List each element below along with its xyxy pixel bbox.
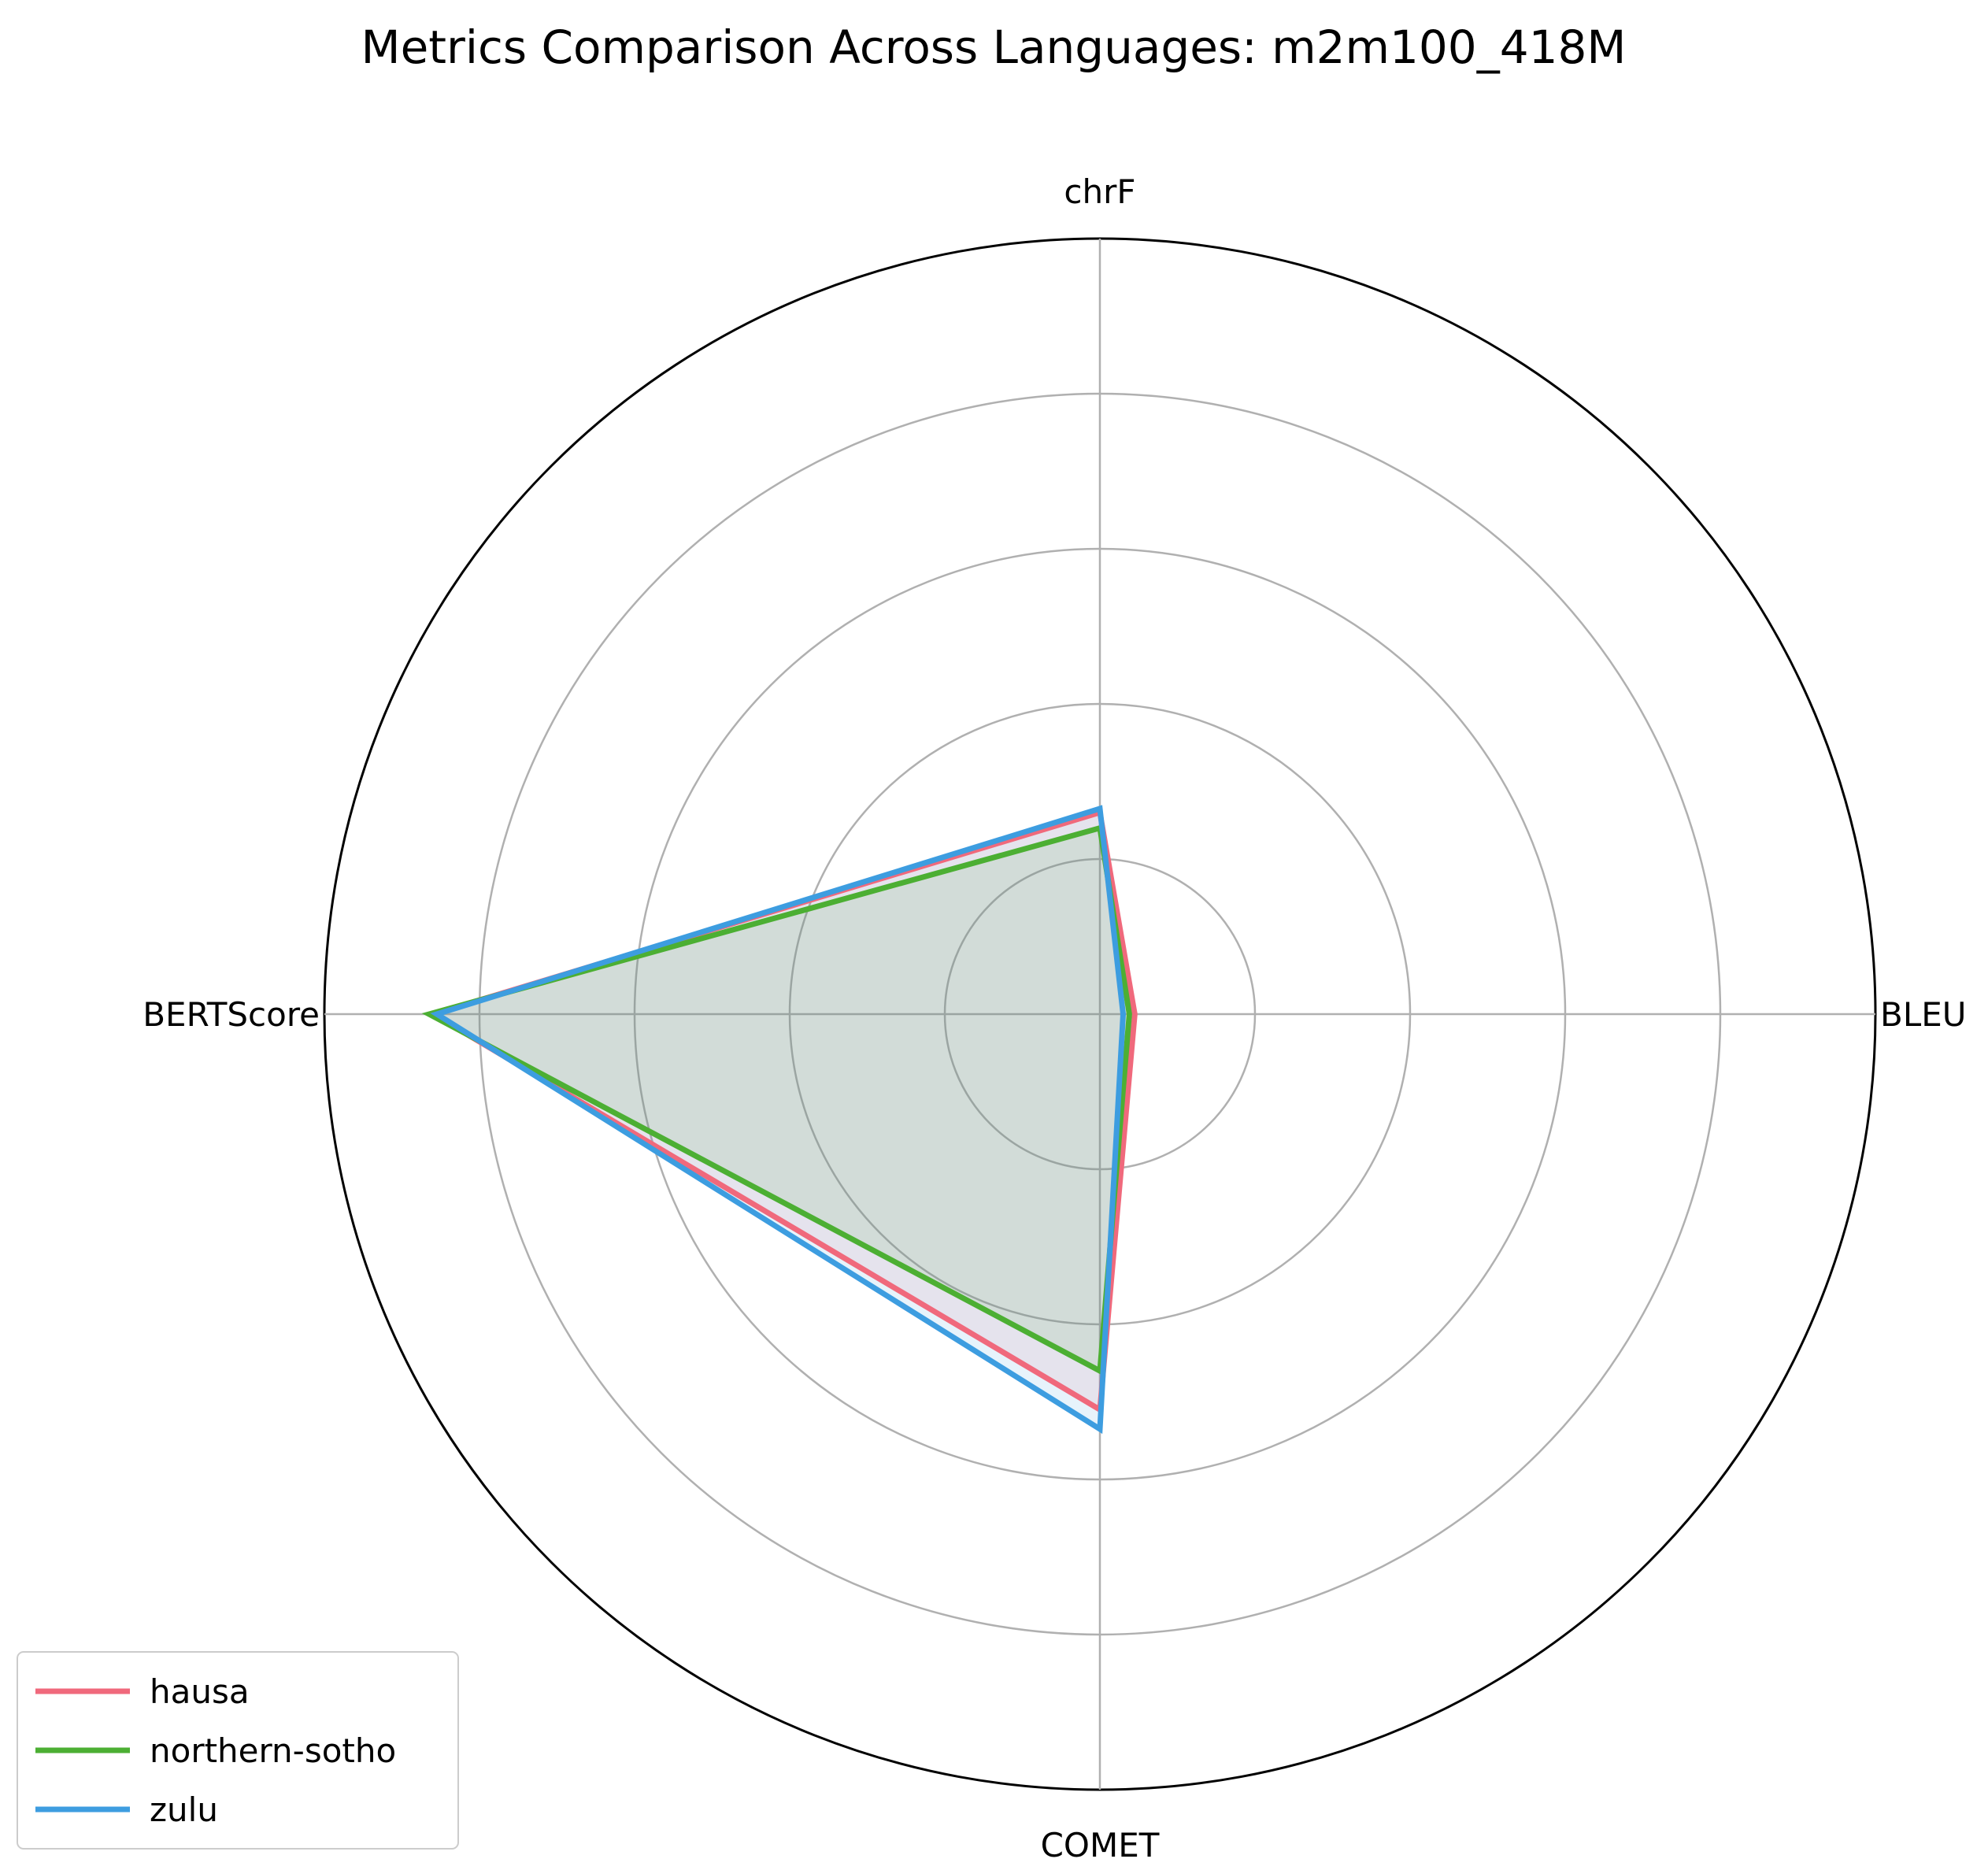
legend: hausa northern-sotho zulu	[17, 1651, 459, 1850]
series-fill-northern-sotho	[429, 828, 1130, 1372]
legend-label-northern-sotho: northern-sotho	[150, 1731, 396, 1770]
axis-label-bertscore: BERTScore	[143, 995, 320, 1034]
axis-label-comet: COMET	[1041, 1826, 1160, 1864]
series-fill-zulu	[436, 809, 1124, 1429]
legend-label-hausa: hausa	[150, 1672, 250, 1711]
legend-label-zulu: zulu	[150, 1790, 218, 1829]
series-line-zulu	[430, 805, 1127, 1435]
axis-label-chrf: chrF	[1064, 172, 1135, 211]
axis-label-bleu: BLEU	[1880, 995, 1967, 1034]
series-lines	[421, 805, 1138, 1435]
legend-frame	[17, 1651, 459, 1850]
chart-title: Metrics Comparison Across Languages: m2m…	[361, 20, 1627, 74]
axis-labels: BLEU chrF BERTScore COMET	[143, 172, 1966, 1864]
